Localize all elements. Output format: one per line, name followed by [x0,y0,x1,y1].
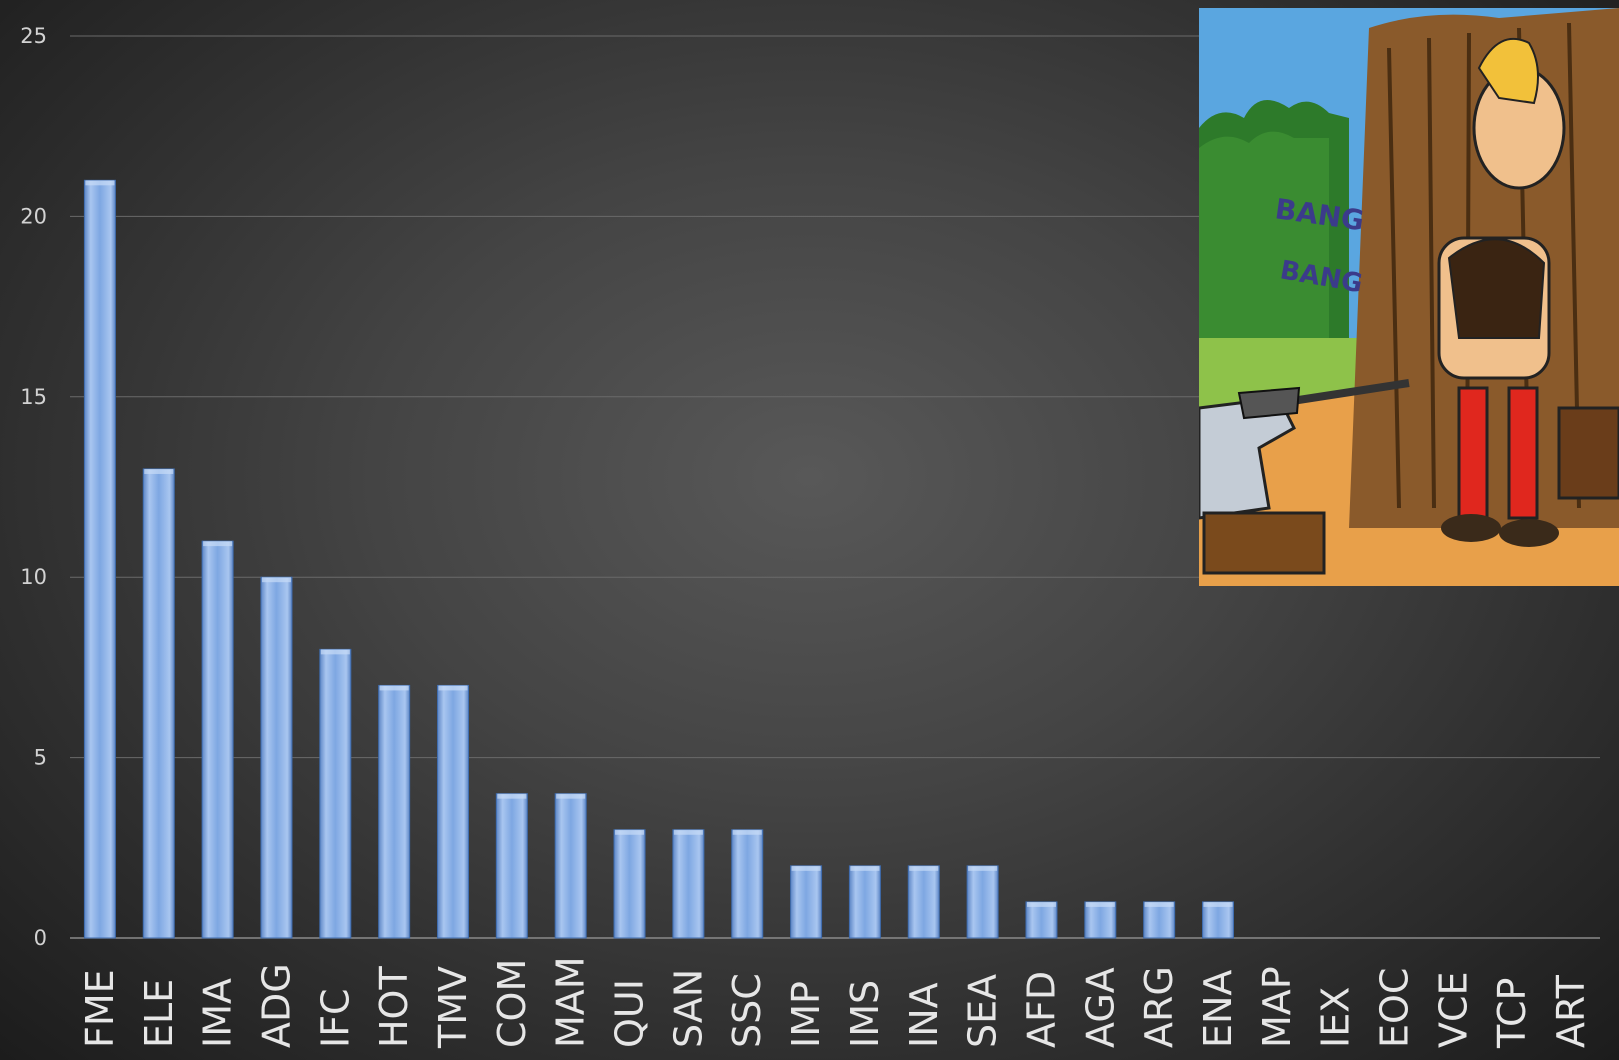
bar-cap-ifc [320,649,350,655]
x-tick-label-ina: INA [902,982,946,1048]
y-tick-label: 0 [34,926,47,950]
bar-cap-afd [1026,901,1056,907]
x-tick-label-qui: QUI [608,979,652,1048]
bar-cap-com [497,793,527,799]
x-tick-label-arg: ARG [1137,966,1181,1048]
bar-cap-hot [379,685,409,691]
bar-tmv [437,684,469,939]
y-tick-label: 20 [20,204,47,228]
x-tick-label-ims: IMS [843,980,887,1048]
bar-ims [848,865,881,939]
bar-cap-ena [1203,901,1233,907]
x-tick-label-vce: VCE [1431,971,1475,1048]
bar-cap-san [673,829,703,835]
x-tick-label-map: MAP [1255,966,1299,1048]
x-tick-label-tcp: TCP [1490,978,1534,1049]
bar-cap-qui [615,829,645,835]
bar-cap-ims [850,865,880,871]
bar-sea [966,865,999,939]
bar-cap-adg [261,577,291,583]
x-tick-label-tmv: TMV [431,966,475,1049]
x-tick-label-iex: IEX [1314,987,1358,1048]
bar-cap-ina [909,865,939,871]
x-tick-label-afd: AFD [1019,971,1063,1048]
bar-cap-arg [1144,901,1174,907]
bar-mam [554,793,587,939]
x-tick-label-ele: ELE [137,979,181,1048]
y-tick-label: 10 [20,565,47,589]
bar-ele [142,468,175,939]
x-tick-label-aga: AGA [1078,967,1122,1048]
bar-ssc [731,829,764,939]
bar-ina [907,865,940,939]
bar-ifc [319,648,352,939]
x-tick-label-sea: SEA [961,974,1005,1048]
y-axis-ticks: 0 5 10 15 20 25 [20,24,47,950]
comic-image: BANG BANG [1199,8,1619,586]
x-tick-label-com: COM [490,959,534,1048]
bar-ena [1202,901,1234,939]
x-tick-label-ena: ENA [1196,970,1240,1048]
bar-cap-fme [85,180,115,186]
x-tick-label-eoc: EOC [1373,968,1417,1048]
y-tick-label: 15 [20,385,47,409]
bar-cap-mam [556,793,586,799]
bar-cap-aga [1085,901,1115,907]
bar-arg [1143,901,1176,939]
bar-cap-ima [203,541,233,547]
x-tick-label-ifc: IFC [313,988,357,1048]
bar-hot [378,684,411,939]
bar-aga [1084,901,1117,939]
bar-adg [260,576,293,939]
x-tick-label-adg: ADG [254,963,298,1048]
y-tick-label: 5 [34,746,47,770]
x-tick-label-ima: IMA [196,978,240,1048]
bars [83,179,1234,939]
x-tick-label-art: ART [1549,974,1593,1048]
bar-qui [613,829,646,939]
bar-cap-tmv [438,685,468,691]
bar-san [672,829,705,939]
bar-cap-sea [968,865,998,871]
bar-imp [790,865,823,939]
x-tick-label-san: SAN [666,969,710,1048]
bar-fme [83,179,116,939]
x-tick-label-fme: FME [78,969,122,1048]
bar-ima [201,540,234,939]
bar-afd [1025,901,1058,939]
x-tick-label-mam: MAM [549,956,593,1048]
bar-cap-ele [144,468,174,474]
x-tick-label-imp: IMP [784,981,828,1048]
x-tick-label-hot: HOT [372,966,416,1048]
y-tick-label: 25 [20,24,47,48]
x-tick-label-ssc: SSC [725,973,769,1048]
bar-cap-ssc [732,829,762,835]
bar-com [495,793,528,939]
x-axis-labels: FME ELE IMA ADG IFC HOT TMV COM MAM QUI SAN SSC IMP I… [78,956,1593,1049]
bar-cap-imp [791,865,821,871]
